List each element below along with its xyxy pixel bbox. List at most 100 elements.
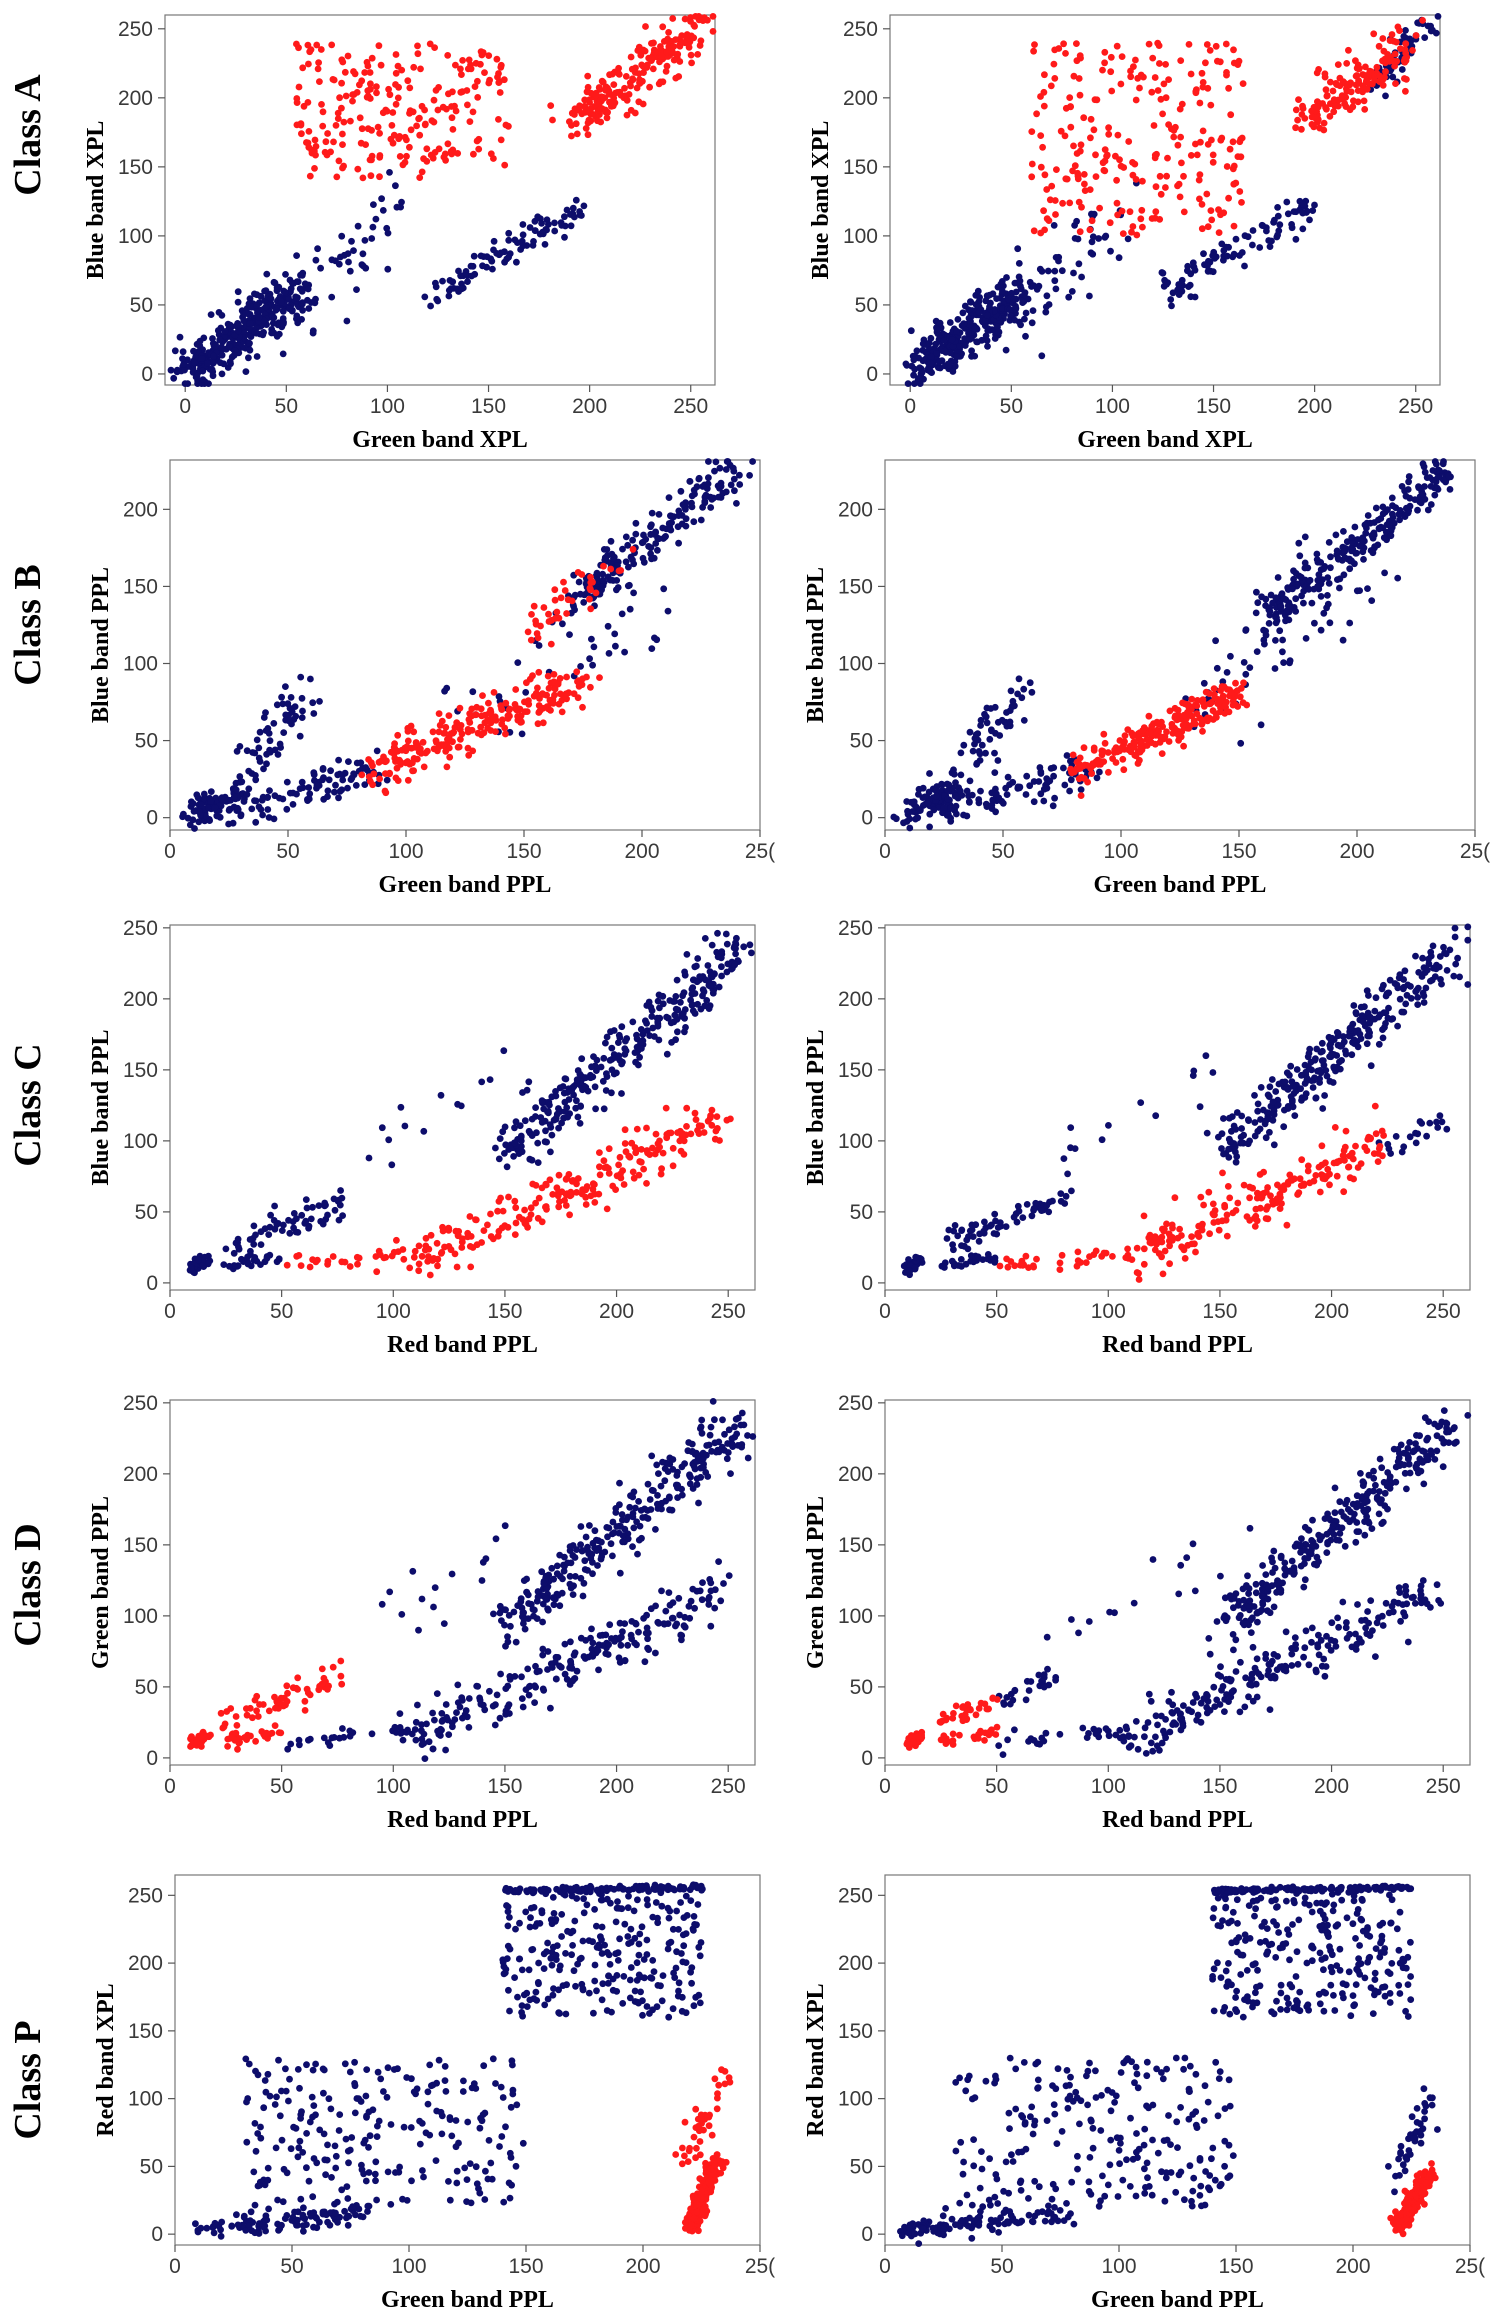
data-point — [494, 1207, 501, 1215]
data-point — [1087, 765, 1095, 772]
data-point — [283, 1261, 291, 1269]
data-point — [521, 708, 529, 715]
data-point — [1133, 1269, 1141, 1276]
data-point — [1254, 1100, 1262, 1108]
data-point — [245, 767, 253, 775]
data-point — [358, 771, 366, 779]
data-point — [1102, 1249, 1110, 1257]
data-point — [1415, 483, 1422, 491]
data-point — [1076, 147, 1084, 155]
data-point — [1251, 1092, 1258, 1099]
data-point — [1087, 115, 1095, 123]
data-point — [1138, 206, 1146, 214]
data-point — [665, 43, 673, 50]
data-point — [998, 716, 1006, 724]
data-point — [1239, 699, 1247, 706]
data-point — [309, 327, 317, 335]
data-point — [1198, 201, 1206, 208]
data-point — [376, 173, 383, 181]
data-point — [911, 380, 918, 387]
data-point — [257, 1228, 265, 1236]
data-point — [282, 271, 289, 278]
data-point — [1078, 273, 1085, 281]
data-point — [418, 168, 426, 176]
data-point — [1359, 548, 1367, 556]
data-point — [1130, 743, 1138, 751]
chart-c-right: 0 50 100 150 200 250 0 50 100 150 200 250 Red band P… — [785, 917, 1485, 1370]
data-point — [1316, 1188, 1324, 1196]
data-point — [1292, 608, 1300, 615]
data-point — [579, 1186, 586, 1194]
data-point — [1106, 219, 1114, 227]
data-point — [596, 106, 603, 114]
data-point — [1290, 575, 1297, 583]
data-point — [700, 1129, 708, 1136]
data-point — [1067, 123, 1075, 131]
data-point — [660, 585, 668, 593]
data-point — [1130, 63, 1137, 70]
x-tick-label: 250 — [1398, 395, 1433, 418]
data-point — [924, 800, 932, 807]
data-point — [1177, 57, 1185, 64]
data-point — [656, 1014, 664, 1022]
data-point — [604, 622, 612, 630]
data-point — [1394, 574, 1402, 582]
data-point — [986, 735, 994, 743]
data-point — [594, 577, 602, 585]
data-point — [533, 630, 541, 637]
data-point — [976, 750, 984, 758]
data-point — [1249, 227, 1257, 234]
y-axis-title: Blue band PPL — [803, 567, 829, 723]
data-point — [603, 1070, 610, 1078]
data-point — [282, 683, 289, 690]
data-point — [596, 1149, 603, 1156]
data-point — [271, 746, 279, 754]
data-point — [196, 337, 204, 345]
data-point — [474, 94, 482, 101]
data-point — [253, 736, 261, 744]
data-point — [413, 122, 420, 130]
data-point — [502, 699, 510, 707]
data-point — [1076, 91, 1084, 99]
data-point — [687, 51, 695, 59]
data-point — [1230, 180, 1238, 188]
data-point — [242, 310, 250, 317]
data-point — [1047, 765, 1055, 772]
plot-frame — [164, 14, 716, 386]
data-point — [490, 155, 497, 162]
data-point — [407, 126, 415, 134]
data-point — [615, 1039, 622, 1046]
data-point — [346, 1732, 354, 1740]
data-point — [1158, 1253, 1165, 1261]
data-point — [423, 145, 431, 153]
data-point — [488, 257, 496, 265]
data-point — [1280, 595, 1288, 603]
data-point — [1037, 163, 1045, 171]
data-point — [338, 79, 345, 87]
data-point — [551, 691, 558, 699]
data-point — [676, 58, 684, 65]
data-point — [573, 668, 581, 676]
data-point — [383, 224, 391, 232]
data-point — [1323, 92, 1331, 99]
data-point — [191, 359, 199, 367]
data-point — [1256, 244, 1264, 251]
data-point — [1262, 1134, 1270, 1142]
data-point — [1332, 80, 1340, 87]
data-point — [1388, 31, 1396, 38]
data-point — [469, 108, 477, 116]
data-point — [1198, 225, 1206, 233]
data-point — [415, 1260, 423, 1268]
data-point — [477, 705, 485, 713]
data-point — [1396, 516, 1403, 524]
data-point — [1067, 103, 1074, 111]
data-point — [683, 31, 691, 38]
data-point — [234, 298, 242, 306]
data-point — [736, 471, 743, 479]
data-point — [324, 793, 331, 800]
data-point — [359, 262, 367, 270]
data-point — [558, 1188, 566, 1196]
data-point — [966, 336, 974, 343]
data-point — [615, 1161, 622, 1169]
data-point — [1305, 585, 1313, 593]
